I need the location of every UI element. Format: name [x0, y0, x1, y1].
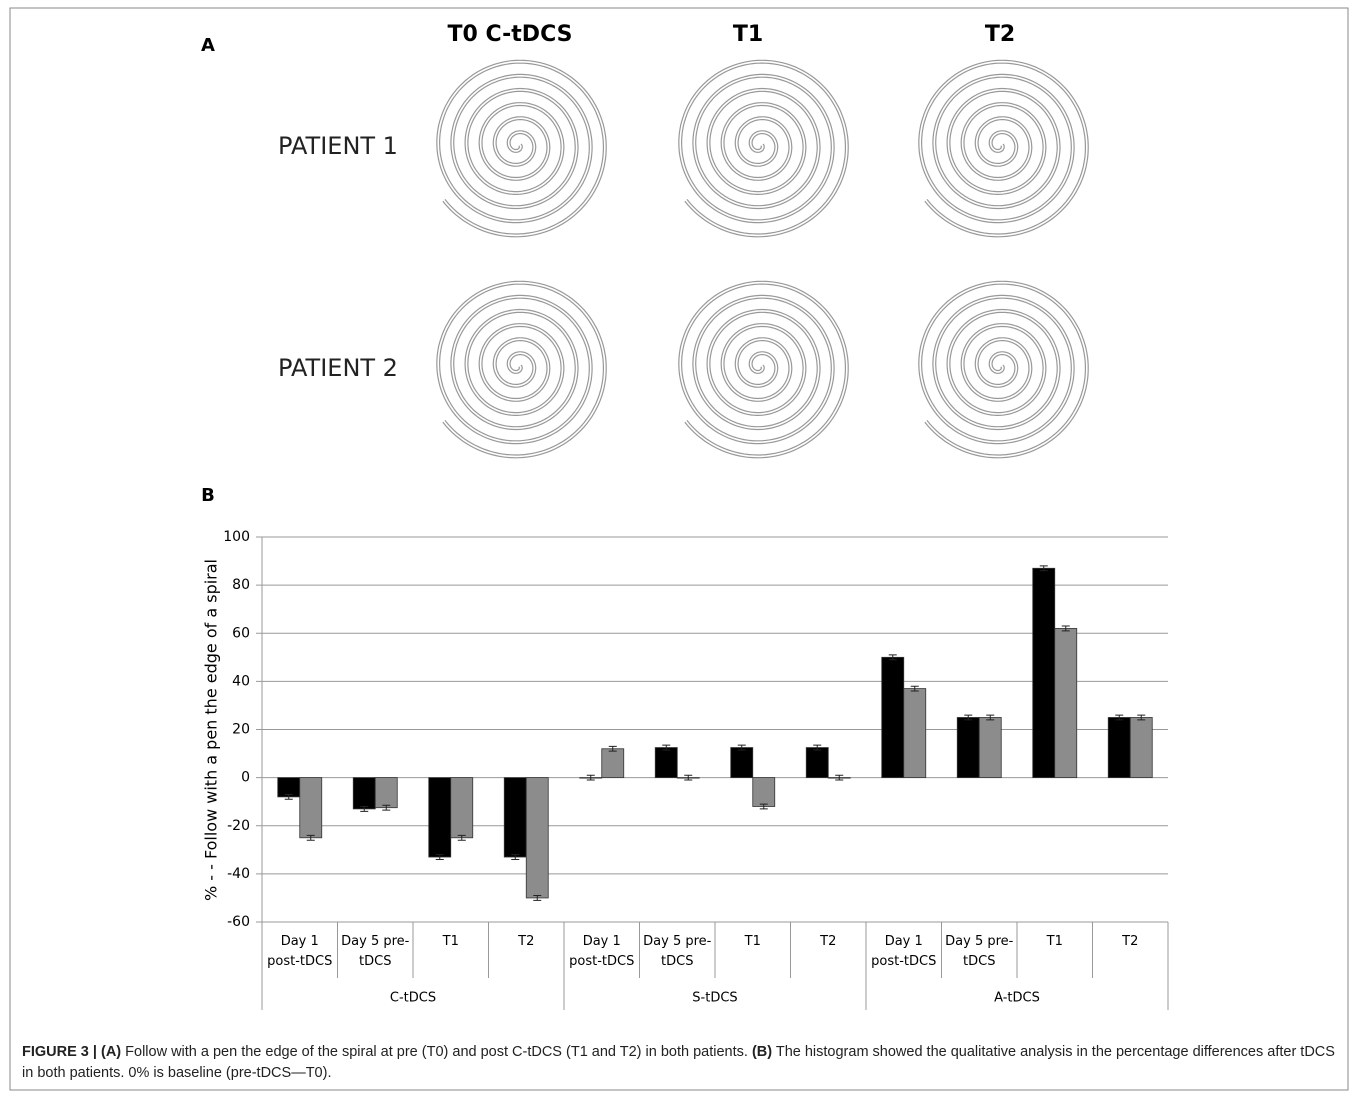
frame — [10, 8, 1348, 1090]
bar — [375, 778, 397, 808]
x-tick-label: Day 5 pre-tDCS — [338, 932, 412, 972]
x-tick-label: T1 — [1018, 932, 1092, 952]
y-tick-label: 100 — [223, 529, 250, 545]
column-header: T1 — [733, 22, 763, 47]
bar — [1130, 717, 1152, 777]
x-tick-label: T1 — [716, 932, 790, 952]
bar — [731, 748, 753, 778]
x-tick-label: Day 5 pre-tDCS — [640, 932, 714, 972]
group-label: A-tDCS — [994, 991, 1040, 1006]
panel-label: A — [201, 35, 215, 56]
bar — [353, 778, 375, 809]
figure: A T0 C-tDCS T1 T2 PATIENT 1 PATIENT 2 B … — [0, 0, 1358, 1095]
column-header: T0 C-tDCS — [448, 22, 573, 47]
y-tick-label: -40 — [227, 866, 250, 882]
group-label: C-tDCS — [390, 991, 436, 1006]
y-tick-label: 40 — [232, 673, 250, 689]
bar — [979, 717, 1001, 777]
y-tick-label: 80 — [232, 577, 250, 593]
page: A T0 C-tDCS T1 T2 PATIENT 1 PATIENT 2 B … — [0, 0, 1358, 1095]
bar — [655, 748, 677, 778]
x-tick-label: Day 5 pre-tDCS — [942, 932, 1016, 972]
bar — [957, 717, 979, 777]
y-tick-label: 60 — [232, 625, 250, 641]
bar — [429, 778, 451, 857]
y-tick-label: -60 — [227, 914, 250, 930]
bar — [504, 778, 526, 857]
bar — [300, 778, 322, 838]
y-tick-label: 20 — [232, 722, 250, 738]
caption-text: Follow with a pen the edge of the spiral… — [121, 1044, 752, 1060]
caption-bold: (B) — [752, 1044, 772, 1060]
group-label: S-tDCS — [692, 991, 737, 1006]
row-header: PATIENT 2 — [278, 354, 398, 382]
x-tick-label: Day 1 post-tDCS — [263, 932, 337, 972]
bar — [1055, 628, 1077, 777]
x-tick-label: T2 — [489, 932, 563, 952]
row-header: PATIENT 1 — [278, 132, 398, 160]
x-tick-label: Day 1 post-tDCS — [565, 932, 639, 972]
x-tick-label: T2 — [1093, 932, 1167, 952]
y-tick-label: -20 — [227, 818, 250, 834]
column-header: T2 — [985, 22, 1015, 47]
y-axis-label: % - - Follow with a pen the edge of a sp… — [202, 559, 221, 901]
bar — [602, 749, 624, 778]
caption-bold: FIGURE 3 | (A) — [22, 1044, 121, 1060]
bar — [882, 657, 904, 777]
x-tick-label: Day 1 post-tDCS — [867, 932, 941, 972]
caption: FIGURE 3 | (A) Follow with a pen the edg… — [22, 1042, 1342, 1084]
bar — [806, 748, 828, 778]
bar — [1108, 717, 1130, 777]
bar — [451, 778, 473, 838]
panel-label: B — [201, 485, 215, 506]
x-tick-label: T1 — [414, 932, 488, 952]
x-tick-label: T2 — [791, 932, 865, 952]
bar — [904, 689, 926, 778]
bar — [526, 778, 548, 898]
bar — [753, 778, 775, 807]
bar — [1033, 568, 1055, 777]
y-tick-label: 0 — [241, 770, 250, 786]
